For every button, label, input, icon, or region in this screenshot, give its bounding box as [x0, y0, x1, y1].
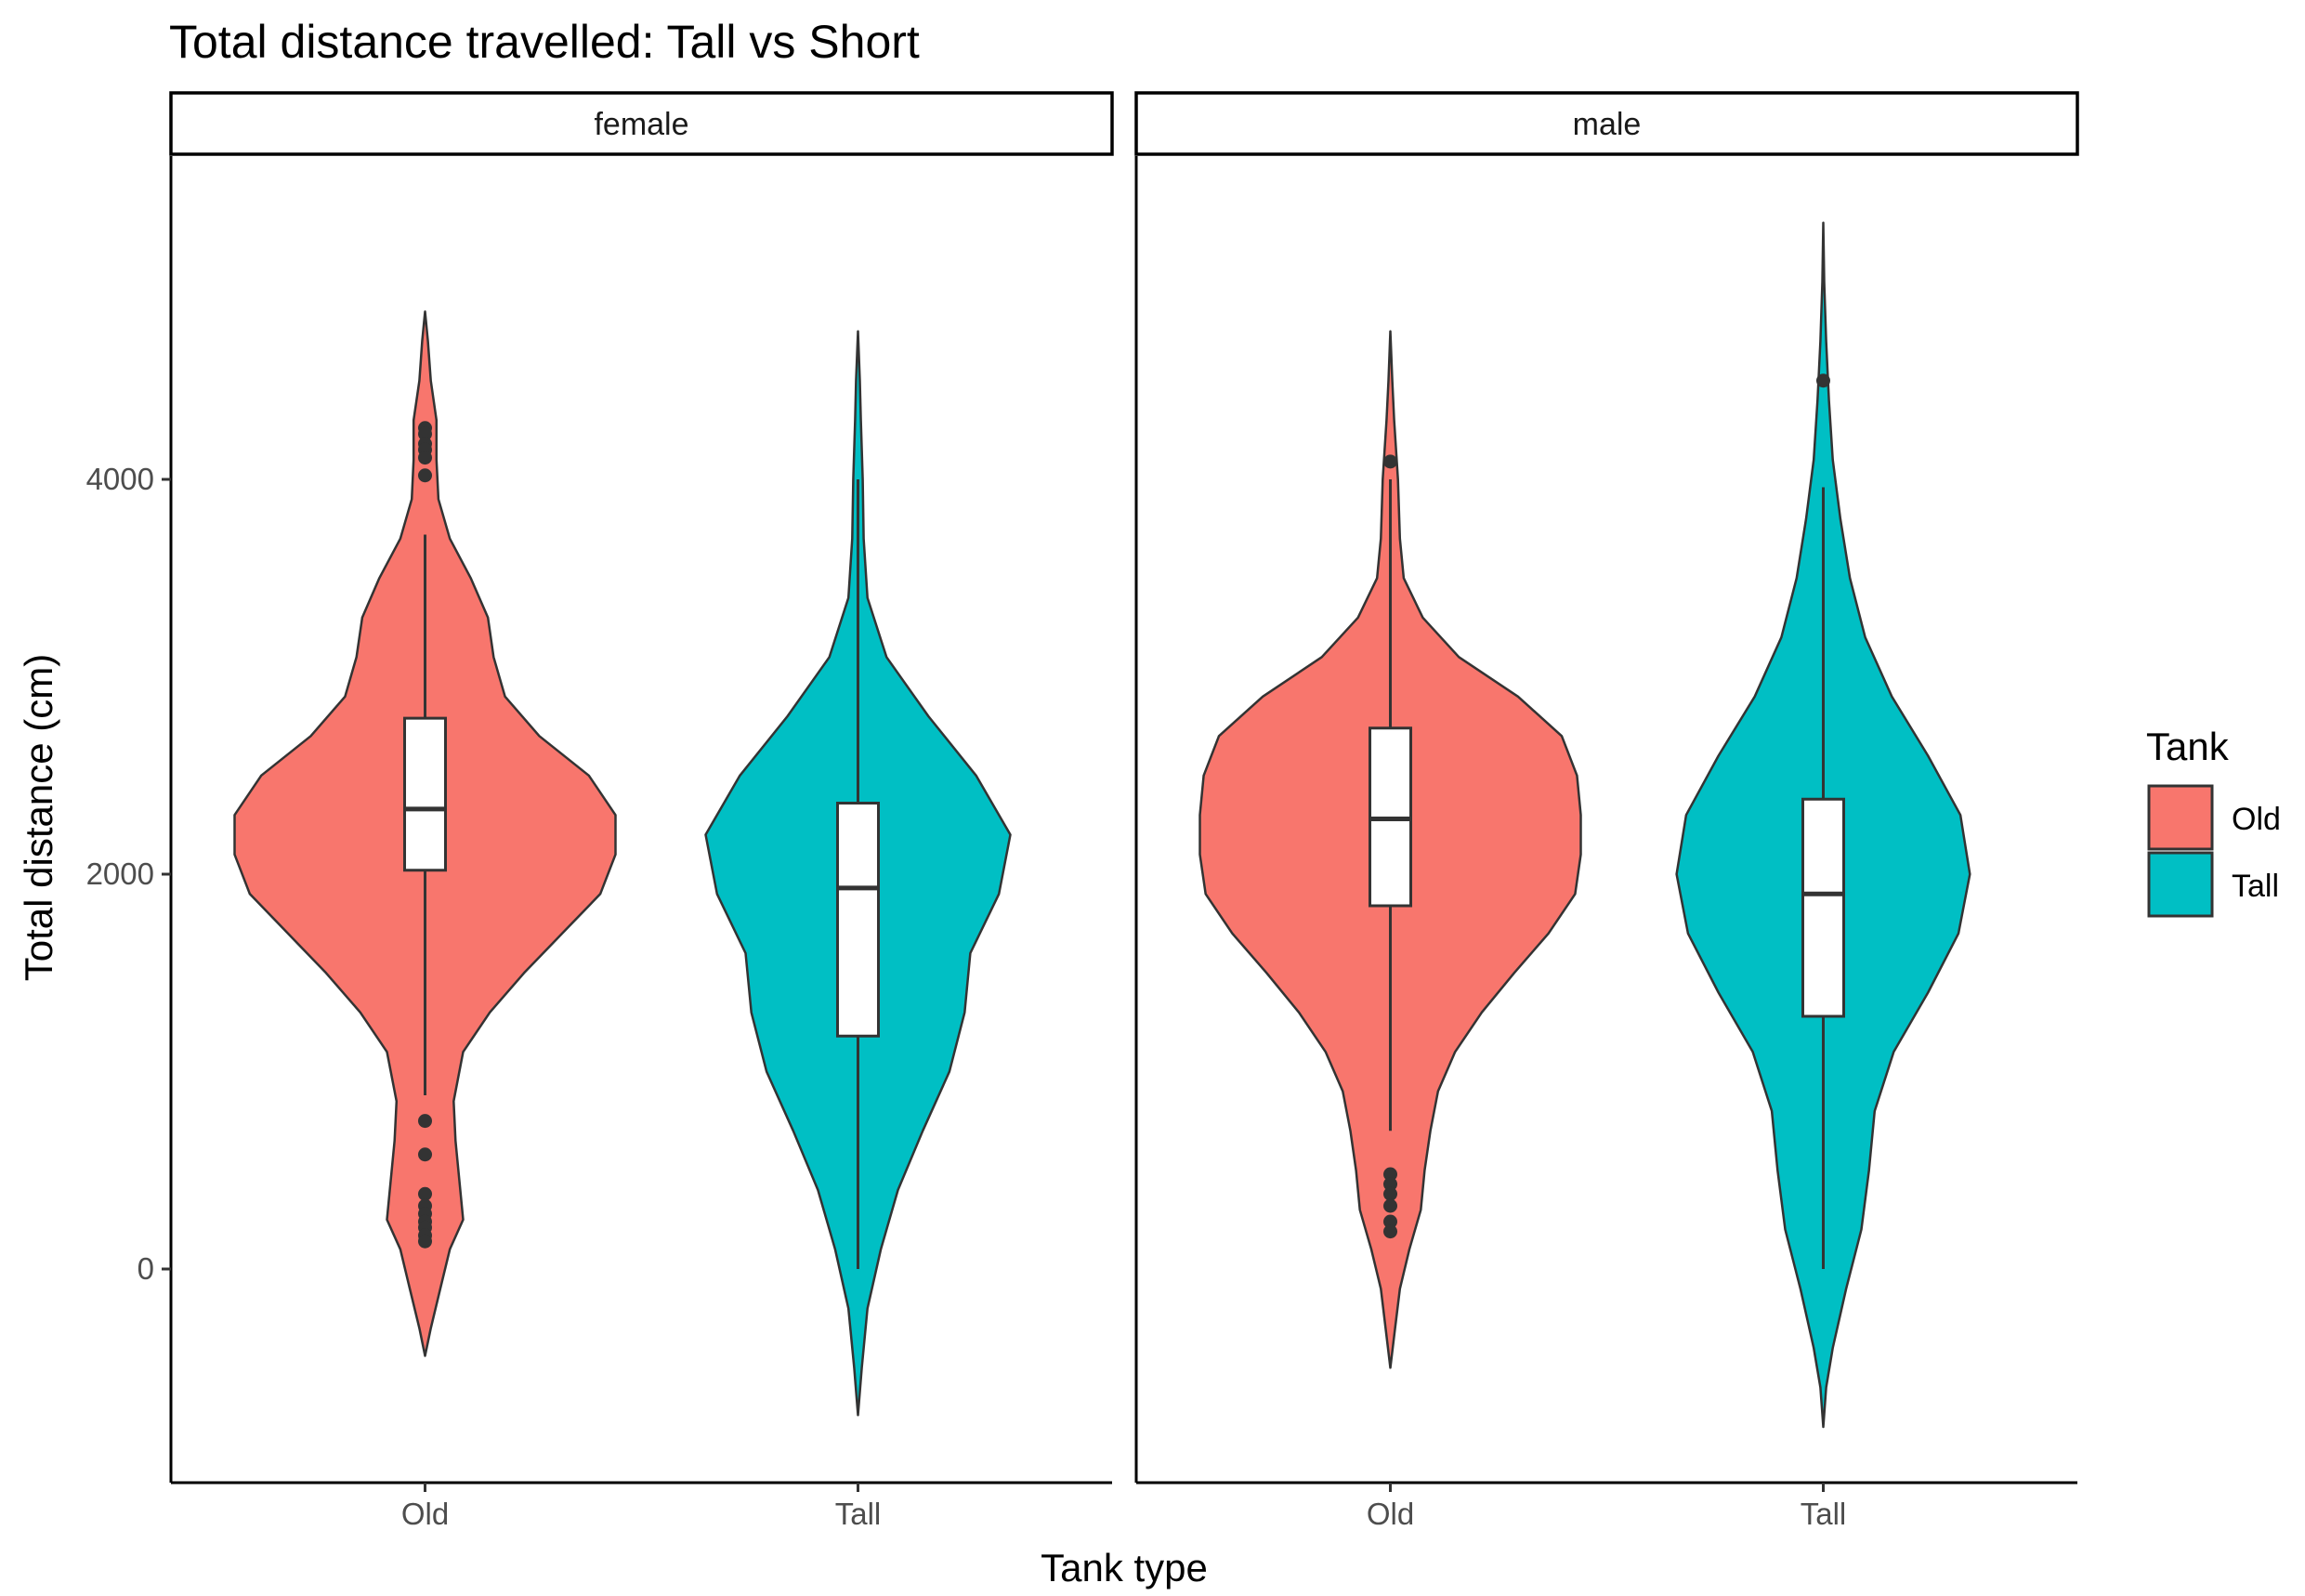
facet-panel-female: female — [169, 91, 1114, 1417]
outlier-point — [418, 468, 433, 483]
chart-title: Total distance travelled: Tall vs Short — [169, 16, 920, 68]
facet-strip-label: male — [1573, 107, 1642, 142]
outlier-point — [418, 1114, 433, 1129]
x-axis-title: Tank type — [1041, 1546, 1208, 1589]
x-tick-label: Old — [1367, 1497, 1414, 1531]
outlier-point — [1815, 373, 1830, 388]
violin-group-old — [233, 310, 617, 1357]
legend-key-old — [2147, 784, 2214, 851]
facet-strip-male — [1134, 91, 2079, 156]
facet-panel-male: male — [1134, 91, 2079, 1429]
box-iqr — [835, 802, 880, 1038]
violin-group-old — [1198, 330, 1582, 1369]
x-tick-label: Tall — [1801, 1497, 1847, 1531]
y-tick-label: 2000 — [86, 857, 154, 891]
facet-strip-label: female — [594, 107, 688, 142]
y-tick-label: 4000 — [86, 462, 154, 496]
x-tick-label: Tall — [835, 1497, 882, 1531]
outlier-point — [1383, 1214, 1398, 1229]
box-iqr — [403, 716, 448, 872]
outlier-point — [418, 1234, 433, 1249]
facet-strip-female — [169, 91, 1114, 156]
legend-label: Old — [2232, 802, 2281, 837]
axes: Old Tall Old Tall 0 2000 4000 — [86, 156, 2077, 1531]
outlier-point — [418, 1186, 433, 1201]
outlier-point — [1383, 1224, 1398, 1239]
y-tick-label: 0 — [138, 1251, 154, 1286]
x-tick-label: Old — [401, 1497, 449, 1531]
y-axis-title: Total distance (cm) — [17, 654, 60, 981]
legend-title: Tank — [2146, 725, 2230, 768]
outlier-point — [418, 451, 433, 465]
outlier-point — [1383, 1177, 1398, 1192]
box-iqr — [1801, 797, 1845, 1018]
violin-group-tall — [1675, 221, 1971, 1429]
legend-key-tall — [2147, 851, 2214, 918]
outlier-point — [1383, 1167, 1398, 1182]
outlier-point — [1383, 1186, 1398, 1201]
violin-group-tall — [704, 330, 1012, 1417]
outlier-point — [1383, 1198, 1398, 1213]
legend-label: Tall — [2232, 869, 2279, 904]
plot-area: female male — [169, 91, 2079, 1429]
outlier-point — [1383, 454, 1398, 469]
outlier-point — [418, 1147, 433, 1162]
outlier-point — [418, 426, 433, 441]
